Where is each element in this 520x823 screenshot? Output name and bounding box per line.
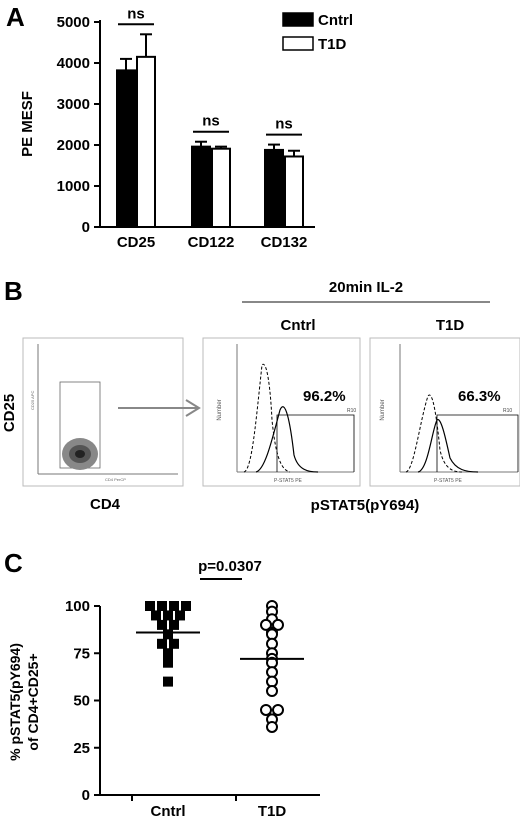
x-label-0: CD25 [117,234,155,251]
legend-swatch-t1d [282,36,314,51]
arrow-icon [118,399,201,417]
bar-t1d-cd25 [136,55,156,228]
histogram-t1d-tiny-xlabel: P-STAT5 PE [434,478,463,484]
chart-c-y-ticks: 0 25 50 75 100 [65,598,100,804]
bar-cntrl-cd132 [264,148,284,228]
histogram-cntrl-stim [255,406,319,473]
histogram-cntrl-gate-label: R10 [347,408,356,414]
point-cntrl-7 [157,619,167,630]
chart-a-x-labels: CD25 CD122 CD132 [117,234,308,251]
bar-t1d-cd132 [284,155,304,228]
chart-a-y-ticks: 0 1000 2000 3000 4000 5000 [57,14,100,236]
point-t1d-15 [272,703,284,716]
chart-a-y-label: PE MESF [19,91,36,157]
panel-letter-c: C [4,548,23,578]
c-y-tick-label-0: 0 [82,787,90,804]
point-cntrl-8 [169,619,179,630]
histogram-cntrl-unstim [243,363,291,473]
point-t1d-4 [272,618,284,631]
histogram-t1d-stim [417,419,479,473]
point-cntrl-0 [145,601,155,611]
stimulus-label: 20min IL-2 [329,279,403,296]
chart-c-axes [99,606,320,796]
dot-plot-tiny-ylabel: CD25 APC [30,391,35,410]
bar-cntrl-cd25 [116,69,136,228]
dot-plot-tiny-xlabel: CD4 PerCP [105,477,126,482]
y-tick-label-3: 3000 [57,96,90,113]
panel-letter-b: B [4,276,23,306]
legend-swatch-cntrl [282,12,314,27]
point-t1d-17 [266,720,278,733]
bar-cntrl-cd122 [191,145,211,228]
point-cntrl-6 [175,610,185,621]
ns-label-1: ns [202,113,220,130]
legend-label-cntrl: Cntrl [318,12,353,29]
histogram-cntrl-tiny-ylabel: Number [217,399,223,420]
chart-c: 0 25 50 75 100 Cntrl T1D p=0.0307 % pSTAT5(pY… [7,560,320,820]
dot-plot-xlabel: CD4 [90,496,121,513]
point-cntrl-9 [163,629,173,640]
dot-plot-ylabel: CD25 [1,394,18,432]
panel-letter-a: A [6,2,25,32]
chart-c-points [136,600,304,733]
histogram-cntrl-tiny-xlabel: P-STAT5 PE [274,478,303,484]
histogram-t1d-gate-label: R10 [503,408,512,414]
point-cntrl-5 [163,610,173,621]
y-tick-label-1: 1000 [57,178,90,195]
point-cntrl-12 [163,648,173,659]
c-y-tick-label-1: 25 [73,740,90,757]
chart-c-x-labels: Cntrl T1D [131,795,287,820]
x-label-1: CD122 [188,234,235,251]
y-tick-label-0: 0 [82,219,90,236]
histogram-cntrl-gate [276,414,355,472]
ns-label-0: ns [127,5,145,22]
pvalue-label: p=0.0307 [198,560,262,575]
point-cntrl-11 [169,638,179,649]
chart-c-ylabel-line1: % pSTAT5(pY694) [7,643,23,761]
chart-c-ylabel-line2: of CD4+CD25+ [25,653,41,750]
point-cntrl-14 [163,676,173,687]
c-x-label-1: T1D [258,803,287,820]
histogram-xlabel: pSTAT5(pY694) [311,497,420,514]
dot-plot: CD4 PerCP CD25 APC [22,337,184,487]
ns-label-2: ns [275,116,293,133]
point-t1d-3 [260,618,272,631]
y-tick-label-4: 4000 [57,55,90,72]
panel-b: 20min IL-2 Cntrl T1D CD4 PerCP CD25 APC … [1,279,520,514]
histogram-t1d-tiny-ylabel: Number [380,399,386,420]
point-cntrl-1 [157,601,167,611]
point-cntrl-2 [169,601,179,611]
c-x-label-0: Cntrl [151,803,186,820]
c-y-tick-label-4: 100 [65,598,90,615]
point-cntrl-10 [157,638,167,649]
percentage-t1d: 66.3% [458,388,501,405]
point-t1d-13 [266,685,278,698]
histogram-t1d-gate [436,414,519,472]
point-cntrl-3 [181,601,191,611]
percentage-cntrl: 96.2% [303,388,346,405]
histogram-t1d: R10 P-STAT5 PE Number 66.3% [369,337,520,487]
c-y-tick-label-2: 50 [73,693,90,710]
x-label-2: CD132 [261,234,308,251]
bar-t1d-cd122 [211,147,231,228]
legend-label-t1d: T1D [318,36,347,53]
point-cntrl-4 [151,610,161,621]
histogram-t1d-unstim [405,394,463,473]
chart-a-legend: Cntrl T1D [282,12,353,53]
y-tick-label-5: 5000 [57,14,90,31]
group-label-t1d: T1D [436,317,465,334]
y-tick-label-2: 2000 [57,137,90,154]
chart-a-bars [116,33,304,228]
chart-a-annotations: ns ns ns [118,5,302,136]
c-y-tick-label-3: 75 [73,645,90,662]
histogram-cntrl: R10 P-STAT5 PE Number 96.2% [202,337,361,487]
group-label-cntrl: Cntrl [281,317,316,334]
point-cntrl-13 [163,657,173,668]
point-t1d-14 [260,703,272,716]
